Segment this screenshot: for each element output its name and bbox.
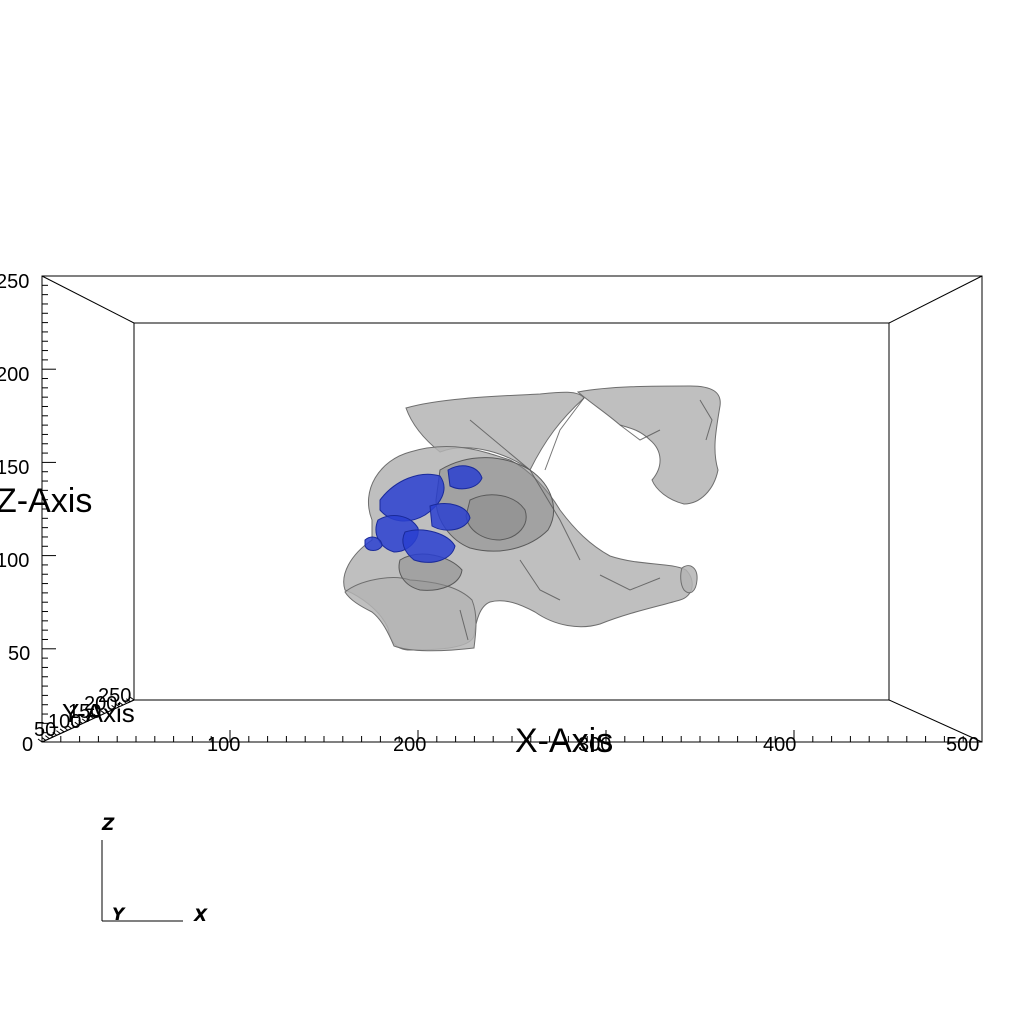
z-tick-label: 100 — [0, 550, 29, 572]
mesh-edge-lines — [459, 397, 713, 641]
highlight-region[interactable] — [364, 465, 483, 563]
x-axis-title: X-Axis — [515, 722, 613, 760]
x-tick-label: 500 — [946, 734, 979, 756]
y-tick-label: 100 — [48, 711, 81, 733]
y-tick-label: 250 — [98, 685, 131, 707]
tick-mark — [56, 730, 61, 734]
y-tick-label: 200 — [84, 693, 117, 715]
tick-mark — [48, 733, 54, 738]
tick-mark — [96, 711, 102, 716]
tick-mark — [70, 723, 76, 728]
triad-z-label: Z — [101, 815, 115, 835]
z-tick-label: 150 — [0, 457, 29, 479]
orientation-triad: Z Y X — [101, 815, 208, 926]
z-tick-label: 250 — [0, 271, 29, 293]
x-tick-label: 300 — [578, 734, 611, 756]
z-tick-label: 50 — [8, 643, 30, 665]
tick-mark — [107, 706, 113, 711]
tick-mark — [37, 738, 43, 743]
tick-mark — [100, 710, 105, 714]
tick-mark — [85, 716, 91, 721]
tick-mark — [81, 718, 87, 723]
tick-mark — [89, 715, 94, 719]
tick-mark — [74, 721, 80, 726]
tick-mark — [63, 726, 69, 731]
y-tick-label: 150 — [68, 701, 101, 723]
bounding-box-back — [133, 322, 890, 701]
tick-mark — [45, 735, 50, 740]
tick-mark — [52, 731, 58, 736]
triad-x-label: X — [193, 906, 208, 926]
tick-mark — [129, 696, 135, 701]
tick-mark — [103, 708, 109, 713]
triad-y-label: Y — [112, 905, 126, 925]
z-axis-title: Z-Axis — [0, 482, 92, 520]
x-axis: 0 100 200 300 400 500 X-Axis — [22, 722, 983, 760]
y-tick-label: 50 — [34, 719, 56, 741]
tick-mark — [118, 701, 124, 706]
tick-mark — [122, 699, 127, 704]
tick-mark — [67, 725, 72, 729]
tick-mark — [92, 713, 98, 718]
tick-mark — [126, 698, 131, 703]
y-axis: 50 100 150 200 250 Y-Axis — [34, 685, 135, 743]
z-tick-label: 200 — [0, 364, 29, 386]
y-axis-title: Y-Axis — [62, 698, 135, 728]
tick-mark — [78, 720, 83, 724]
tick-mark — [41, 736, 46, 741]
tick-mark — [114, 703, 120, 708]
x-tick-label: 200 — [393, 734, 426, 756]
x-tick-label: 100 — [207, 734, 240, 756]
x-tick-label: 400 — [763, 734, 796, 756]
z-axis: 250 200 150 100 50 Z-Axis — [0, 271, 92, 743]
tick-mark — [59, 728, 65, 733]
tick-mark — [111, 705, 116, 709]
x-tick-label: 0 — [22, 734, 33, 756]
